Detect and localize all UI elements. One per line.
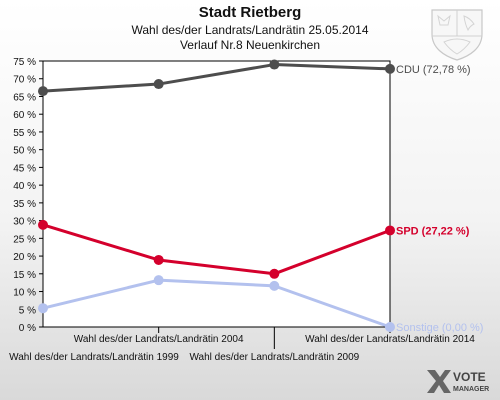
- data-point-cdu: [153, 79, 164, 90]
- series-line-sonstige: [42, 278, 391, 329]
- y-tick-label: 40 %: [13, 181, 36, 192]
- series-label-sonstige: Sonstige (0,00 %): [396, 322, 483, 334]
- data-point-sonstige: [385, 322, 395, 332]
- data-point-spd: [385, 225, 395, 236]
- data-point-cdu: [38, 86, 48, 97]
- y-tick-label: 10 %: [13, 288, 36, 299]
- logo-text-vote: VOTE: [453, 370, 486, 384]
- y-tick-label: 45 %: [13, 163, 36, 174]
- series-line-cdu: [42, 63, 391, 93]
- data-point-sonstige: [153, 275, 164, 286]
- x-tick-label: Wahl des/der Landrats/Landrätin 2004: [74, 334, 244, 345]
- x-tick-label: Wahl des/der Landrats/Landrätin 2009: [189, 352, 359, 363]
- y-tick-label: 35 %: [13, 199, 36, 210]
- y-tick-label: 75 %: [13, 57, 36, 68]
- series-label-spd: SPD (27,22 %): [396, 225, 470, 237]
- y-tick-label: 15 %: [13, 270, 36, 281]
- y-tick-label: 50 %: [13, 146, 36, 157]
- data-point-sonstige: [38, 303, 48, 314]
- y-tick-label: 20 %: [13, 252, 36, 263]
- y-tick-label: 25 %: [13, 234, 36, 245]
- coat-of-arms-icon: [431, 9, 483, 61]
- data-point-spd: [153, 254, 164, 265]
- series-line-spd: [42, 223, 391, 276]
- data-point-cdu: [385, 63, 395, 74]
- y-tick-label: 60 %: [13, 110, 36, 121]
- y-tick-label: 70 %: [13, 75, 36, 86]
- logo-text-manager: MANAGER: [453, 386, 489, 393]
- y-tick-label: 65 %: [13, 92, 36, 103]
- chart-subtitle-2: Verlauf Nr.8 Neuenkirchen: [179, 38, 321, 52]
- vote-manager-x-icon: [427, 370, 451, 393]
- chart-subtitle: Wahl des/der Landrats/Landrätin 25.05.20…: [131, 23, 369, 37]
- chart-title: Stadt Rietberg: [198, 4, 302, 21]
- series-label-cdu: CDU (72,78 %): [396, 64, 471, 76]
- y-tick-label: 0 %: [19, 323, 36, 334]
- y-tick-label: 55 %: [13, 128, 36, 139]
- x-tick-label: Wahl des/der Landrats/Landrätin 2014: [305, 334, 475, 345]
- data-point-spd: [38, 219, 48, 230]
- y-tick-label: 30 %: [13, 217, 36, 228]
- plot-area: [42, 60, 391, 328]
- data-point-sonstige: [269, 280, 280, 291]
- vote-manager-logo: VOTE MANAGER: [427, 370, 489, 393]
- y-tick-label: 5 %: [19, 305, 36, 316]
- data-point-spd: [269, 268, 280, 279]
- data-point-cdu: [269, 59, 280, 70]
- x-tick-label: Wahl des/der Landrats/Landrätin 1999: [9, 352, 179, 363]
